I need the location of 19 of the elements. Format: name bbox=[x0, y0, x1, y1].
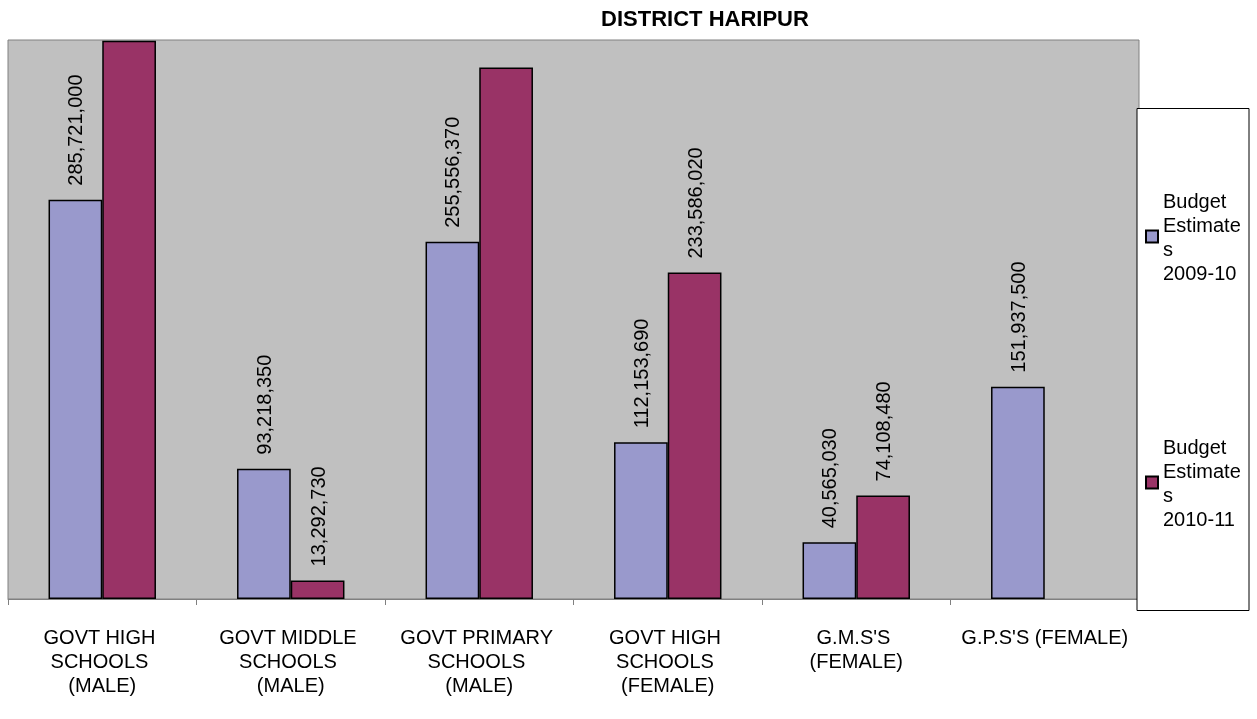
data-label: 285,721,000 bbox=[64, 74, 87, 186]
data-label: 151,937,500 bbox=[1006, 261, 1029, 373]
bar bbox=[991, 386, 1045, 599]
data-label: 74,108,480 bbox=[872, 381, 895, 482]
x-tick-label: G.M.S'S (FEMALE) bbox=[809, 626, 903, 672]
data-label: 112,153,690 bbox=[629, 318, 652, 429]
data-label: 40,565,030 bbox=[818, 428, 841, 529]
x-tick-label: G.P.S'S (FEMALE) bbox=[961, 626, 1129, 648]
x-tick-label: GOVT PRIMARY SCHOOLS (MALE) bbox=[400, 626, 559, 696]
chart-title: DISTRICT HARIPUR bbox=[601, 5, 809, 31]
x-tick-label: GOVT MIDDLE SCHOOLS (MALE) bbox=[219, 626, 363, 696]
x-tick-label: GOVT HIGH SCHOOLS (MALE) bbox=[43, 626, 161, 696]
data-label: 13,292,730 bbox=[306, 466, 329, 567]
x-tick-label: GOVT HIGH SCHOOLS (FEMALE) bbox=[609, 626, 727, 696]
legend-label: Budget Estimates 2010-11 bbox=[1163, 435, 1241, 530]
legend-label: Budget Estimates 2009-10 bbox=[1163, 189, 1241, 284]
data-label: 233,586,020 bbox=[683, 147, 706, 259]
data-label: 93,218,350 bbox=[252, 354, 275, 455]
data-label: 255,556,370 bbox=[441, 116, 464, 228]
